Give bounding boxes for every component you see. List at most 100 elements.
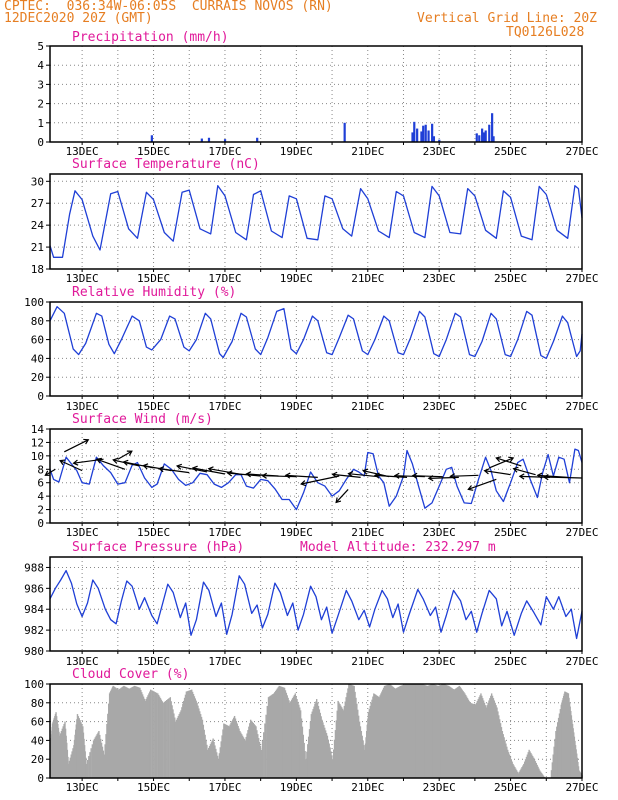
cloud-bar <box>468 701 471 778</box>
cloud-bar <box>413 684 415 778</box>
cloud-bar <box>120 687 122 778</box>
cloud-ytick-label: 60 <box>31 716 44 729</box>
cloud-bar <box>190 689 192 778</box>
cloud-bar <box>556 726 558 778</box>
cloud-bar <box>246 733 248 778</box>
cloud-bar <box>108 703 110 778</box>
precip-xtick-label: 27DEC <box>565 145 598 158</box>
cloud-bar <box>177 715 180 778</box>
cloud-bar <box>352 685 354 778</box>
cloud-bar <box>245 736 247 778</box>
cloud-bar <box>284 690 287 778</box>
cloud-bar <box>518 771 521 778</box>
wind-xtick-label: 25DEC <box>494 526 527 539</box>
precip-bar <box>207 137 211 142</box>
cloud-bar <box>158 696 161 778</box>
precip-xtick-label: 15DEC <box>137 145 170 158</box>
cloud-bar <box>485 707 487 778</box>
wind-ytick-label: 12 <box>31 436 44 449</box>
cloud-bar <box>301 726 304 778</box>
cloud-bar <box>324 727 326 778</box>
cloud-bar <box>488 700 490 778</box>
cloud-bar <box>239 731 241 778</box>
cloud-bar <box>98 731 100 778</box>
cloud-bar <box>133 685 136 778</box>
cloud-bar <box>208 746 211 778</box>
temp-frame <box>49 173 583 270</box>
wind-xtick-label: 27DEC <box>565 526 598 539</box>
temp-xtick-label: 17DEC <box>208 272 241 285</box>
cloud-bar <box>417 684 420 778</box>
cloud-bar <box>508 754 511 778</box>
cloud-bar <box>213 741 215 778</box>
cloud-bar <box>509 756 512 778</box>
precip-bar <box>475 133 478 142</box>
cloud-bar <box>99 738 102 778</box>
precip-title: Precipitation (mm/h) <box>72 30 229 45</box>
wind-vector-head <box>207 466 214 473</box>
cloud-bar <box>61 728 64 778</box>
cloud-bar <box>306 751 308 778</box>
pressure-xtick-label: 27DEC <box>565 655 598 668</box>
cloud-bar <box>420 684 422 778</box>
cloud-bar <box>261 741 264 778</box>
precip-plot-area <box>50 46 582 142</box>
pressure-xtick-label: 25DEC <box>494 655 527 668</box>
cloud-title: Cloud Cover (%) <box>72 667 189 682</box>
rh-plot-area <box>50 302 582 396</box>
cloud-bar <box>459 687 462 778</box>
cloud-bar <box>441 684 444 778</box>
cloud-bar <box>199 714 202 778</box>
rh-frame <box>49 301 583 397</box>
wind-xtick-label: 17DEC <box>208 526 241 539</box>
cloud-bar <box>71 751 73 778</box>
cloud-bar <box>93 738 96 778</box>
cloud-bar <box>206 744 208 778</box>
cloud-bar <box>480 693 482 778</box>
cloud-bar <box>427 685 429 778</box>
cloud-bar <box>229 724 231 778</box>
cloud-bar <box>515 770 518 778</box>
cloud-bar <box>221 735 223 778</box>
cloud-bar <box>289 702 291 778</box>
cloud-bar <box>127 688 130 778</box>
temp-xtick-label: 21DEC <box>351 272 384 285</box>
cloud-bar <box>466 698 469 778</box>
cloud-bar <box>291 699 293 778</box>
wind-vector-head <box>122 459 129 466</box>
cloud-bar <box>469 702 471 778</box>
wind-vector-head <box>95 457 103 464</box>
rh-title: Relative Humidity (%) <box>72 285 236 300</box>
wind-vector-head <box>512 466 519 473</box>
cloud-bar <box>171 705 173 778</box>
pressure-plot-area <box>50 557 582 651</box>
cloud-bar <box>379 695 381 778</box>
cloud-bar <box>398 686 400 778</box>
cloud-bar <box>234 718 237 778</box>
wind-frame <box>49 428 583 524</box>
cloud-bar <box>511 761 513 778</box>
cloud-bar <box>550 770 553 778</box>
cloud-bar <box>191 689 193 778</box>
pressure-ytick-label: 980 <box>24 645 44 658</box>
cloud-bar <box>236 723 238 778</box>
cloud-bar <box>149 691 151 778</box>
cloud-bar <box>353 685 355 778</box>
wind-ytick-label: 6 <box>37 477 44 490</box>
cloud-bar <box>251 721 254 778</box>
cloud-bar <box>358 721 361 778</box>
cloud-bar <box>119 688 122 778</box>
cloud-bar <box>105 734 107 778</box>
wind-vector <box>64 439 89 453</box>
cloud-bar <box>362 740 364 778</box>
cloud-bar <box>506 746 508 778</box>
cloud-bar <box>424 684 426 778</box>
cloud-bar <box>194 698 197 778</box>
cloud-bar <box>540 771 542 778</box>
cloud-bar <box>68 760 71 778</box>
cloud-bar <box>394 688 396 778</box>
cloud-bar <box>263 732 265 778</box>
cloud-bar <box>406 684 408 778</box>
cloud-bar <box>124 686 127 778</box>
cloud-bar <box>125 687 128 778</box>
